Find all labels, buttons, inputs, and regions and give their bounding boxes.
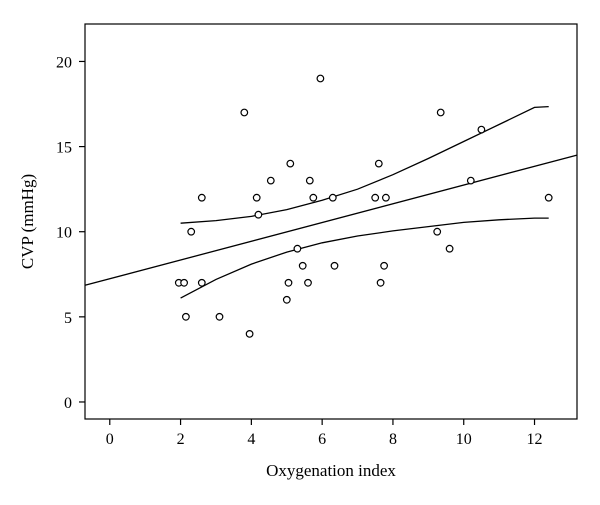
data-point bbox=[380, 261, 389, 270]
data-point bbox=[187, 227, 196, 236]
y-axis-ticks: 0 5 10 15 20 bbox=[56, 54, 85, 412]
data-point bbox=[304, 278, 312, 287]
x-tick-label: 4 bbox=[247, 431, 255, 448]
y-tick-label: 5 bbox=[64, 310, 72, 327]
fit-lines bbox=[84, 105, 578, 299]
data-point bbox=[477, 125, 486, 134]
data-point bbox=[286, 159, 295, 168]
data-point bbox=[382, 193, 390, 202]
data-point bbox=[466, 176, 475, 185]
data-point bbox=[197, 193, 206, 202]
data-point bbox=[293, 244, 302, 253]
data-point bbox=[328, 193, 337, 202]
y-axis-label: CVP (mmHg) bbox=[18, 174, 37, 269]
x-axis-ticks: 0 2 4 6 8 10 12 bbox=[106, 419, 543, 448]
data-point bbox=[433, 227, 442, 236]
data-point bbox=[254, 210, 263, 219]
data-point bbox=[298, 261, 307, 270]
confidence-band-upper bbox=[180, 105, 549, 224]
data-point bbox=[305, 176, 314, 185]
y-tick-label: 15 bbox=[56, 140, 72, 157]
data-point bbox=[282, 295, 291, 304]
data-point bbox=[180, 278, 189, 287]
data-point bbox=[316, 74, 325, 83]
plot-frame bbox=[84, 23, 578, 420]
data-point bbox=[266, 176, 275, 185]
data-point bbox=[215, 312, 224, 321]
data-point bbox=[181, 312, 190, 321]
data-point bbox=[374, 159, 383, 168]
data-point bbox=[309, 193, 318, 202]
x-tick-label: 10 bbox=[456, 431, 472, 448]
data-points bbox=[174, 74, 553, 338]
data-point bbox=[544, 193, 553, 202]
x-tick-label: 12 bbox=[527, 431, 543, 448]
data-point bbox=[330, 261, 339, 270]
data-point bbox=[284, 278, 293, 287]
y-tick-label: 10 bbox=[56, 225, 72, 242]
x-tick-label: 8 bbox=[389, 431, 397, 448]
confidence-band-lower bbox=[180, 217, 549, 299]
x-tick-label: 6 bbox=[318, 431, 326, 448]
y-tick-label: 20 bbox=[56, 54, 72, 71]
x-tick-label: 0 bbox=[106, 431, 114, 448]
data-point bbox=[436, 108, 445, 117]
data-point bbox=[197, 278, 206, 287]
x-tick-label: 2 bbox=[177, 431, 185, 448]
regression-line bbox=[84, 154, 578, 286]
data-point bbox=[245, 330, 254, 338]
data-point bbox=[371, 193, 380, 202]
data-point bbox=[240, 108, 249, 117]
y-tick-label: 0 bbox=[64, 395, 72, 412]
x-axis-label: Oxygenation index bbox=[266, 461, 396, 480]
data-point bbox=[252, 193, 261, 202]
data-point bbox=[445, 244, 454, 253]
data-point bbox=[376, 278, 385, 287]
